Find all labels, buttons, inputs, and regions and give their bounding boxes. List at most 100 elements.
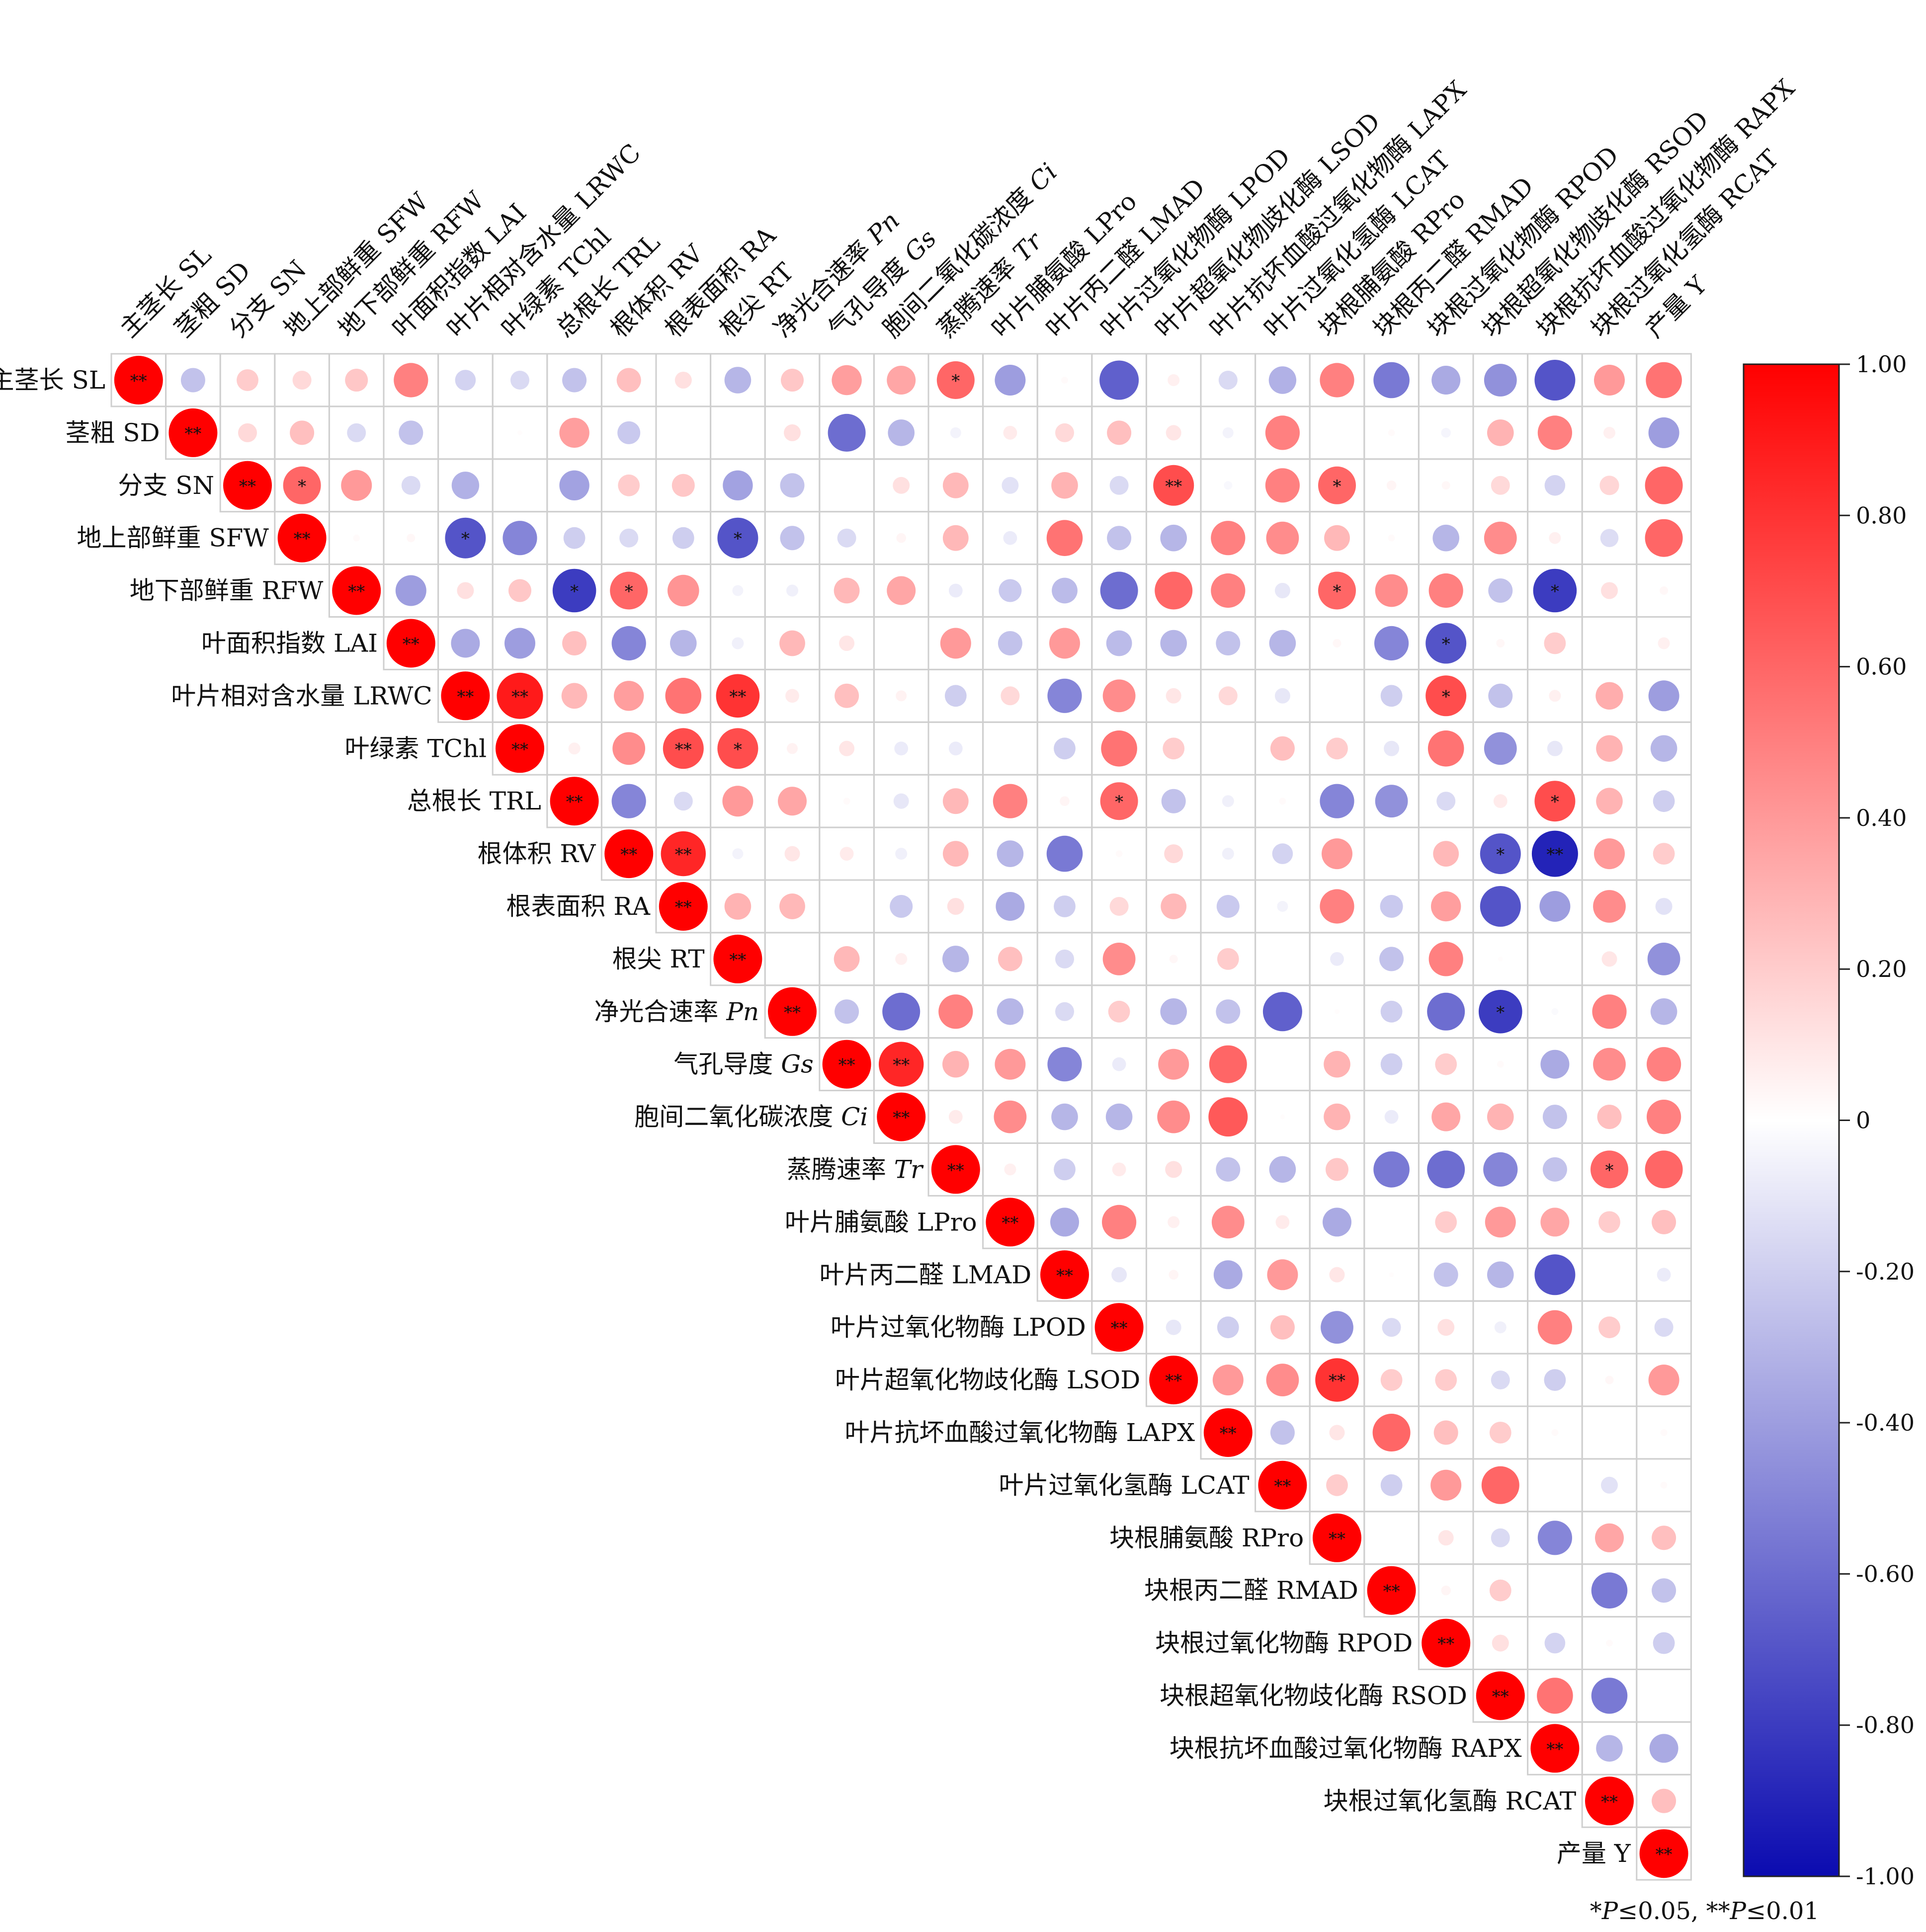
correlation-circle bbox=[1488, 578, 1513, 603]
correlation-circle bbox=[1050, 1208, 1079, 1237]
significance-mark: * bbox=[734, 739, 742, 759]
correlation-circle bbox=[1542, 1157, 1567, 1182]
significance-mark: ** bbox=[1437, 1634, 1454, 1654]
significance-mark: ** bbox=[620, 845, 637, 865]
correlation-circle bbox=[887, 366, 916, 395]
colorbar-tick-label: 0.40 bbox=[1856, 805, 1907, 831]
correlation-circle bbox=[1652, 1578, 1676, 1603]
significance-mark: * bbox=[1115, 792, 1123, 812]
correlation-circle bbox=[942, 788, 969, 814]
significance-mark: ** bbox=[403, 635, 419, 654]
correlation-circle bbox=[1049, 628, 1080, 659]
correlation-circle bbox=[496, 724, 544, 773]
correlation-circle bbox=[1537, 1678, 1573, 1714]
significance-mark: * bbox=[951, 371, 960, 391]
row-label: 胞间二氧化碳浓度 Ci bbox=[634, 1103, 868, 1131]
matrix-cell bbox=[1527, 932, 1583, 986]
correlation-circle bbox=[1168, 374, 1180, 386]
matrix-cell bbox=[1255, 1037, 1311, 1092]
correlation-circle bbox=[822, 1040, 871, 1089]
correlation-circle bbox=[1155, 571, 1193, 610]
correlation-circle bbox=[1606, 1639, 1613, 1647]
matrix-cell bbox=[764, 932, 821, 986]
correlation-circle bbox=[611, 626, 646, 661]
correlation-circle bbox=[779, 893, 805, 919]
correlation-circle bbox=[1272, 843, 1293, 864]
correlation-circle bbox=[1488, 683, 1513, 708]
correlation-circle bbox=[1646, 362, 1682, 399]
correlation-circle bbox=[1115, 850, 1123, 857]
correlation-circle bbox=[1660, 1481, 1668, 1489]
correlation-circle bbox=[1324, 1103, 1350, 1130]
significance-mark: * bbox=[1442, 687, 1450, 707]
correlation-circle bbox=[1109, 897, 1129, 916]
correlation-circle bbox=[1374, 626, 1409, 661]
correlation-circle bbox=[1380, 1000, 1403, 1023]
colorbar-tick-label: -0.40 bbox=[1856, 1409, 1915, 1436]
significance-mark: ** bbox=[838, 1055, 855, 1075]
correlation-circle bbox=[1274, 583, 1290, 598]
correlation-circle bbox=[732, 585, 744, 596]
correlation-circle bbox=[1323, 1208, 1351, 1237]
matrix-cell bbox=[655, 405, 712, 460]
correlation-circle bbox=[399, 420, 423, 445]
correlation-circle bbox=[394, 363, 428, 398]
correlation-circle bbox=[1054, 895, 1076, 917]
correlation-circle bbox=[1149, 1356, 1198, 1405]
correlation-circle bbox=[893, 477, 910, 494]
correlation-circle bbox=[1216, 631, 1241, 655]
correlation-circle bbox=[1483, 1152, 1518, 1187]
correlation-circle bbox=[614, 681, 644, 711]
correlation-circle bbox=[1108, 1000, 1130, 1023]
correlation-circle bbox=[1435, 1369, 1457, 1391]
correlation-circle bbox=[1380, 1474, 1403, 1496]
correlation-circle bbox=[1046, 835, 1083, 872]
correlation-circle bbox=[1211, 573, 1246, 608]
correlation-circle bbox=[1585, 1776, 1634, 1826]
correlation-circle bbox=[1212, 1365, 1244, 1396]
correlation-circle bbox=[1647, 1047, 1681, 1082]
significance-mark: ** bbox=[457, 687, 474, 707]
correlation-circle bbox=[1549, 690, 1561, 702]
correlation-circle bbox=[1648, 680, 1679, 712]
correlation-circle bbox=[896, 690, 907, 702]
correlation-circle bbox=[1485, 1207, 1516, 1238]
correlation-circle bbox=[768, 987, 817, 1036]
correlation-circle bbox=[723, 470, 753, 500]
colorbar: 1.00 0.80 0.60 0.40 0.20 0 -0.20 -0.40 -0.60 -0.8… bbox=[1743, 351, 1915, 1890]
correlation-circle bbox=[1595, 1523, 1624, 1552]
correlation-circle bbox=[1217, 948, 1239, 970]
correlation-circle bbox=[1438, 1530, 1454, 1546]
correlation-circle bbox=[1652, 1209, 1676, 1234]
correlation-circle bbox=[942, 841, 969, 867]
correlation-circle bbox=[1476, 1671, 1525, 1720]
correlation-circle bbox=[1203, 1408, 1253, 1457]
correlation-circle bbox=[517, 430, 522, 435]
correlation-circle bbox=[1427, 1150, 1465, 1189]
correlation-circle bbox=[1102, 1205, 1137, 1239]
correlation-circle bbox=[568, 742, 581, 755]
correlation-circle bbox=[1492, 1634, 1509, 1652]
correlation-circle bbox=[407, 534, 416, 543]
significance-mark: ** bbox=[1329, 1371, 1345, 1391]
correlation-circle bbox=[1431, 891, 1461, 922]
correlation-circle bbox=[1318, 571, 1356, 610]
correlation-circle bbox=[1218, 371, 1238, 390]
correlation-circle bbox=[1324, 1050, 1350, 1078]
correlation-circle bbox=[1163, 737, 1185, 760]
row-label: 产量 Y bbox=[1557, 1839, 1631, 1868]
row-label: 总根长 TRL bbox=[407, 787, 541, 815]
correlation-circle bbox=[1222, 795, 1234, 807]
correlation-circle bbox=[1270, 1315, 1295, 1340]
matrix-cell bbox=[1363, 1195, 1420, 1249]
correlation-circle bbox=[986, 1198, 1035, 1247]
correlation-circle bbox=[1269, 1156, 1296, 1183]
correlation-circle bbox=[561, 683, 587, 709]
correlation-circle bbox=[332, 566, 381, 615]
row-label: 叶片过氧化氢酶 LCAT bbox=[999, 1471, 1250, 1500]
significance-mark: * bbox=[461, 529, 470, 549]
matrix-cell bbox=[1636, 1669, 1692, 1723]
correlation-circle bbox=[1547, 740, 1563, 756]
correlation-circle bbox=[1222, 848, 1234, 860]
significance-mark: ** bbox=[1546, 1739, 1563, 1759]
